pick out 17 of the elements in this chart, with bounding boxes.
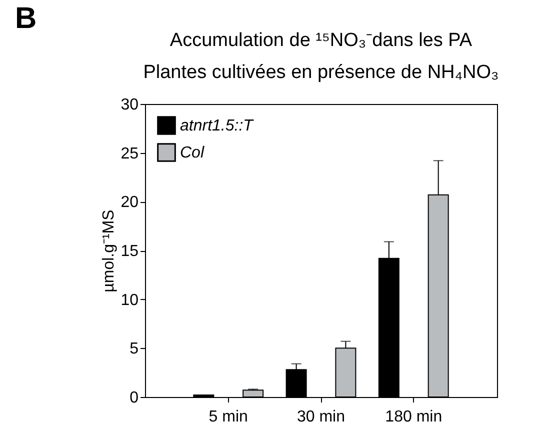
chart-title: Accumulation de ¹⁵NO₃⁻dans les PA bbox=[170, 30, 472, 51]
y-axis-title: µmol.g⁻¹MS bbox=[100, 210, 118, 292]
chart-subtitle: Plantes cultivées en présence de NH₄NO₃ bbox=[143, 62, 499, 83]
x-tick-label: 30 min bbox=[296, 408, 346, 426]
text: B bbox=[15, 2, 37, 35]
x-tick-label: 5 min bbox=[208, 408, 248, 426]
y-tick-label: 10 bbox=[120, 292, 139, 309]
y-tick-label: 30 bbox=[120, 96, 139, 114]
x-tick-label: 180 min bbox=[385, 408, 442, 426]
y-tick-label: 0 bbox=[130, 390, 139, 406]
legend-label: Col bbox=[180, 144, 204, 162]
y-tick-label: 20 bbox=[120, 194, 139, 212]
y-tick-label: 25 bbox=[120, 145, 139, 162]
y-tick-label: 15 bbox=[120, 243, 139, 260]
legend-label: atnrt1.5::T bbox=[180, 118, 254, 134]
y-tick-label: 5 bbox=[130, 340, 139, 358]
bar bbox=[242, 390, 264, 398]
